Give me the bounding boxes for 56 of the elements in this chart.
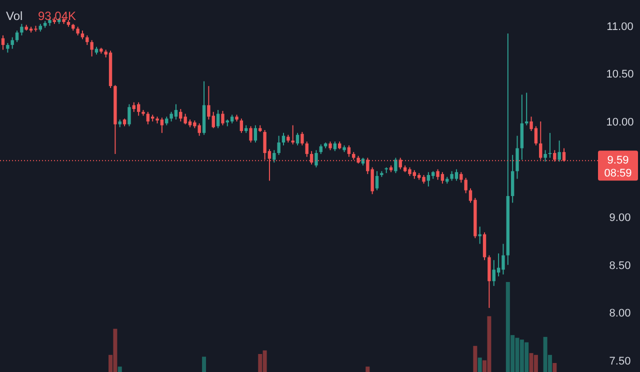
candlestick bbox=[300, 131, 304, 146]
y-tick-label: 8.50 bbox=[609, 260, 631, 272]
candlestick bbox=[20, 23, 24, 36]
candlestick bbox=[272, 150, 276, 164]
candlestick bbox=[291, 124, 294, 145]
candlestick bbox=[216, 109, 220, 129]
bar bbox=[534, 354, 538, 372]
y-tick-label: 10.50 bbox=[606, 68, 634, 81]
candlestick bbox=[460, 172, 463, 184]
candlestick bbox=[296, 132, 300, 146]
candlestick bbox=[558, 140, 561, 162]
bar bbox=[366, 366, 370, 372]
candlestick bbox=[319, 144, 322, 154]
candlestick bbox=[240, 118, 244, 134]
candlestick bbox=[544, 150, 547, 162]
candlestick bbox=[86, 34, 89, 46]
y-tick-label: 10.00 bbox=[606, 116, 634, 128]
candlestick bbox=[516, 135, 519, 180]
annotation: 93.04K bbox=[38, 9, 76, 23]
chart-title: Vol bbox=[6, 9, 23, 23]
candlestick bbox=[90, 40, 94, 57]
candlestick bbox=[482, 232, 486, 261]
candlestick bbox=[314, 150, 318, 168]
candlestick bbox=[488, 254, 491, 308]
candlestick bbox=[282, 132, 286, 146]
candlestick bbox=[394, 157, 398, 174]
ref-line-label: 9.59 bbox=[607, 154, 629, 167]
candlestick bbox=[548, 132, 552, 158]
candlestick bbox=[305, 141, 308, 158]
candlestick bbox=[464, 177, 468, 194]
candlestick bbox=[1, 34, 5, 50]
candlestick bbox=[136, 102, 140, 116]
y-tick-label: 7.50 bbox=[609, 356, 631, 368]
candlestick bbox=[333, 141, 337, 152]
candlestick bbox=[525, 92, 528, 126]
candlestick bbox=[10, 36, 14, 50]
candlestick bbox=[249, 126, 252, 143]
candlestick bbox=[6, 42, 10, 54]
bar bbox=[202, 356, 206, 372]
candlestick bbox=[347, 144, 351, 158]
bar bbox=[478, 358, 482, 372]
candlestick bbox=[254, 124, 258, 143]
candlestick bbox=[221, 110, 224, 126]
y-tick-label: 11.00 bbox=[606, 20, 634, 33]
y-tick-label: 9.00 bbox=[609, 212, 631, 224]
candlestick bbox=[375, 170, 379, 191]
y-tick-label: 8.00 bbox=[609, 308, 631, 320]
candlestick bbox=[128, 104, 131, 127]
bar bbox=[552, 363, 557, 372]
text: 08:59 bbox=[604, 168, 632, 180]
bar bbox=[473, 346, 478, 372]
candlestick bbox=[15, 30, 19, 43]
candlestick bbox=[426, 172, 430, 187]
candlestick bbox=[146, 111, 150, 125]
bar bbox=[118, 366, 122, 372]
candlestick bbox=[277, 135, 280, 156]
